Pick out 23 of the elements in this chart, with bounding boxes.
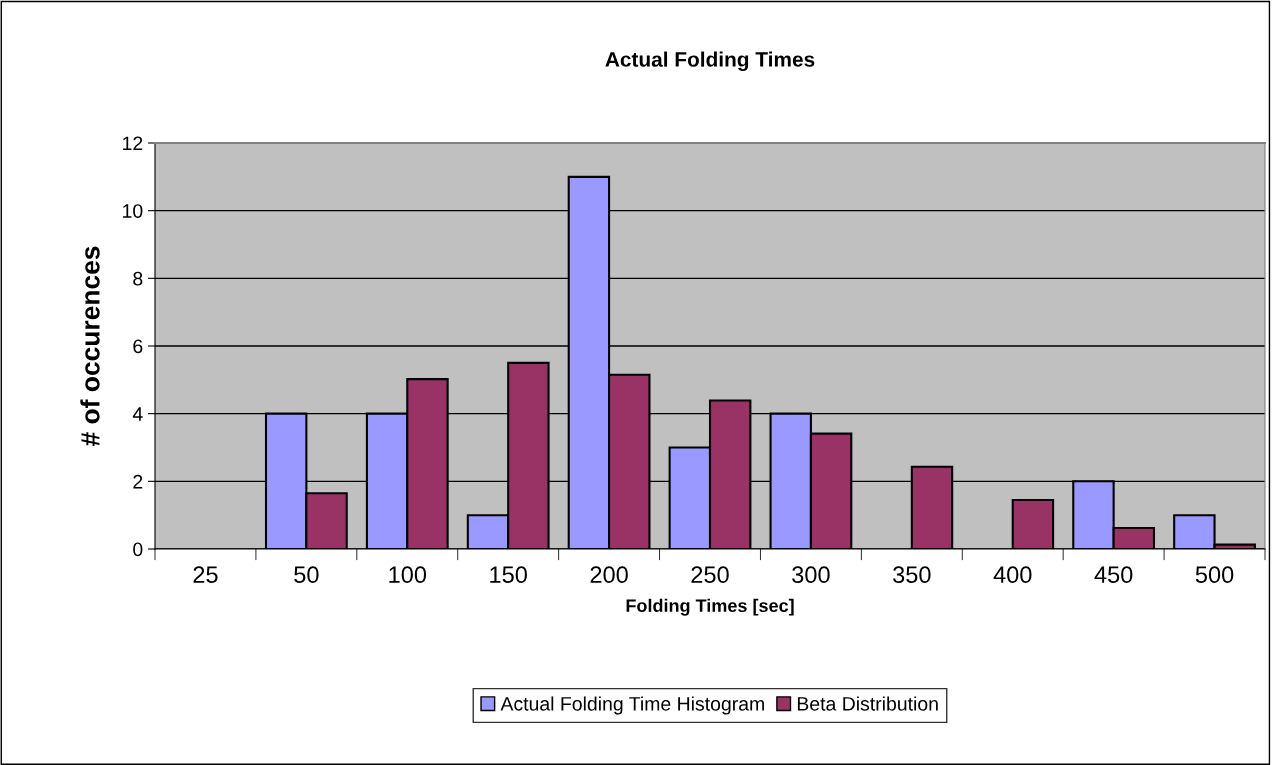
x-tick-label: 250	[691, 566, 729, 584]
x-tick-label: 450	[1094, 566, 1133, 584]
x-tick-label: 100	[389, 566, 427, 584]
x-tick-label: 200	[590, 566, 628, 584]
y-tick-label: 2	[133, 474, 143, 489]
x-tick-label: 150	[490, 566, 527, 584]
chart-title: Actual Folding Times	[605, 51, 815, 72]
x-tick-label: 300	[792, 566, 830, 584]
y-tick-label: 4	[132, 407, 143, 421]
x-tick-label: 500	[1195, 566, 1234, 584]
x-tick-label: 50	[294, 566, 319, 584]
x-axis-title: Folding Times [sec]	[626, 598, 794, 616]
legend-label: Actual Folding Time Histogram	[500, 696, 764, 715]
y-tick-label: 6	[133, 339, 143, 354]
y-tick-label: 0	[133, 542, 143, 557]
y-tick-label: 8	[133, 271, 143, 286]
x-tick-label: 25	[193, 566, 218, 584]
y-tick-label: 12	[123, 136, 143, 151]
y-tick-label: 10	[123, 204, 143, 218]
legend-label: Beta Distribution	[797, 696, 938, 711]
y-axis-title: # of occurences	[80, 246, 100, 447]
x-tick-label: 400	[993, 566, 1032, 584]
x-tick-label: 350	[893, 566, 931, 584]
